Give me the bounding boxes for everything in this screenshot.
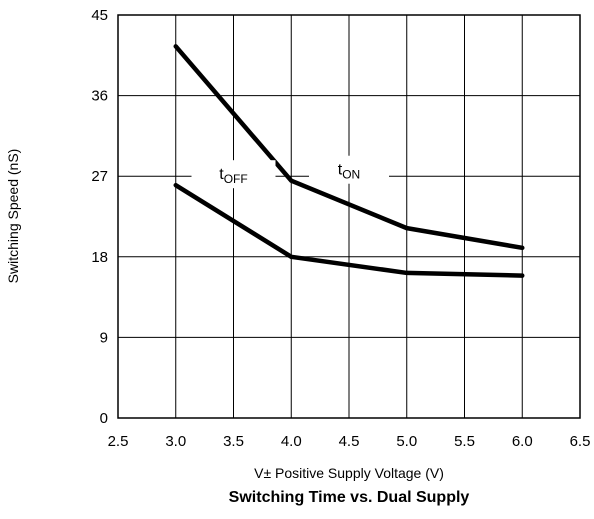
series-label-background — [191, 160, 276, 189]
x-tick-label: 4.5 — [339, 433, 360, 450]
series-line-toff — [173, 182, 525, 278]
x-tick-label: 3.5 — [223, 433, 244, 450]
x-tick-label: 6.5 — [570, 433, 591, 450]
x-axis-title: V± Positive Supply Voltage (V) — [254, 465, 444, 481]
x-tick-label: 2.5 — [108, 433, 129, 450]
series-line-ton — [173, 44, 525, 251]
y-tick-label: 36 — [91, 88, 108, 105]
series-label-toff: tOFF — [219, 166, 247, 186]
series-label-background — [309, 155, 389, 184]
y-tick-label: 27 — [91, 168, 108, 185]
x-tick-labels: 2.5 3.0 3.5 4.0 4.5 5.0 5.5 6.0 6.5 — [108, 433, 591, 450]
series-layer — [173, 44, 525, 278]
series-labels: tON tOFF — [191, 155, 389, 189]
y-tick-label: 18 — [91, 249, 108, 266]
y-tick-label: 9 — [100, 329, 108, 346]
chart-title: Switching Time vs. Dual Supply — [229, 489, 470, 506]
x-tick-label: 5.5 — [454, 433, 475, 450]
y-axis-title: Switching Speed (nS) — [5, 149, 21, 284]
y-tick-label: 45 — [91, 7, 108, 24]
x-tick-label: 4.0 — [281, 433, 302, 450]
plot-frame — [117, 14, 581, 419]
y-tick-label: 0 — [100, 410, 108, 427]
y-tick-labels: 0 9 18 27 36 45 — [91, 7, 108, 427]
series-label-ton: tON — [338, 162, 360, 182]
x-tick-label: 3.0 — [165, 433, 186, 450]
x-tick-label: 5.0 — [396, 433, 417, 450]
x-tick-label: 6.0 — [512, 433, 533, 450]
